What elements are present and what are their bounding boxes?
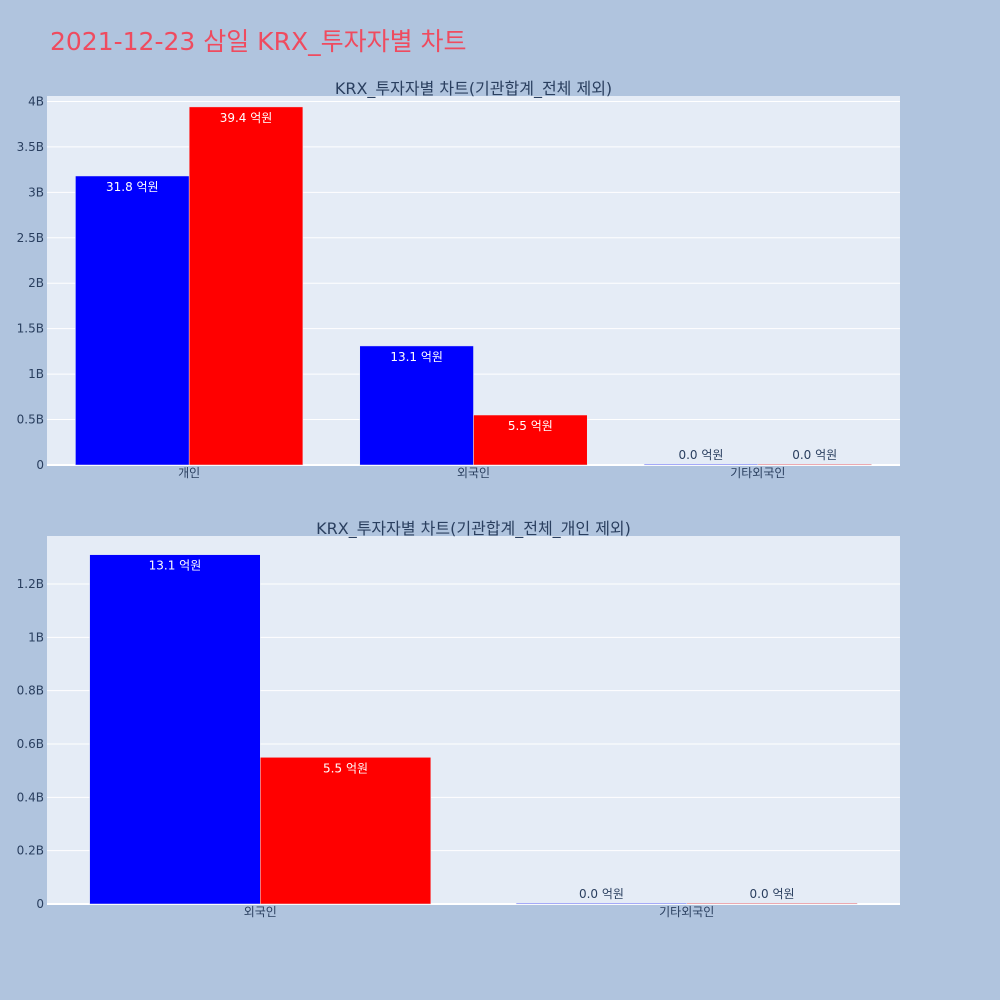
bar-data-label: 31.8 억원	[106, 180, 159, 194]
bar-data-label: 13.1 억원	[149, 559, 202, 573]
y-tick-label: 3.5B	[17, 140, 44, 154]
y-tick-label: 2.5B	[17, 231, 44, 245]
bar	[686, 902, 858, 905]
y-tick-label: 3B	[28, 185, 44, 199]
x-tick-label: 개인	[178, 466, 200, 480]
y-tick-label: 2B	[28, 276, 44, 290]
x-tick-label: 기타외국인	[730, 466, 785, 480]
y-tick-label: 0.4B	[17, 790, 44, 804]
y-tick-label: 1.5B	[17, 322, 44, 336]
chart-title: KRX_투자자별 차트(기관합계_전체_개인 제외)	[316, 519, 631, 539]
bar	[473, 414, 588, 466]
chart-title: KRX_투자자별 차트(기관합계_전체 제외)	[335, 79, 612, 99]
bar	[359, 345, 474, 466]
bar	[188, 106, 304, 466]
y-tick-label: 1.2B	[17, 577, 44, 591]
bar-data-label: 13.1 억원	[390, 350, 443, 364]
x-tick-label: 외국인	[457, 466, 490, 480]
y-tick-label: 0.8B	[17, 684, 44, 698]
x-tick-label: 기타외국인	[659, 905, 714, 919]
y-tick-label: 1B	[28, 367, 44, 381]
y-tick-label: 0.2B	[17, 844, 44, 858]
bar-data-label: 0.0 억원	[792, 448, 837, 462]
y-tick-label: 0	[36, 458, 44, 472]
x-tick-label: 외국인	[244, 905, 277, 919]
bar	[89, 554, 261, 905]
chart-1: 0 0.5B 1B 1.5B 2B 2.5B 3B 3.5B 4B 31.8 억원 39.4 억원개…	[17, 79, 900, 480]
bar	[643, 463, 759, 466]
y-tick-label: 1B	[28, 630, 44, 644]
bar-data-label: 5.5 억원	[323, 761, 368, 775]
page-title: 2021-12-23 삼일 KRX_투자자별 차트	[50, 27, 467, 56]
bar	[515, 902, 688, 905]
bar-data-label: 0.0 억원	[678, 448, 723, 462]
bar-data-label: 5.5 억원	[508, 419, 553, 433]
y-tick-label: 4B	[28, 94, 44, 108]
y-tick-label: 0.5B	[17, 413, 44, 427]
bar-data-label: 0.0 억원	[750, 887, 795, 901]
bar	[260, 757, 432, 905]
y-tick-label: 0.6B	[17, 737, 44, 751]
bar-data-label: 0.0 억원	[579, 887, 624, 901]
bar-data-label: 39.4 억원	[220, 111, 273, 125]
y-tick-label: 0	[36, 897, 44, 911]
bar	[75, 175, 190, 466]
bar	[757, 463, 872, 466]
